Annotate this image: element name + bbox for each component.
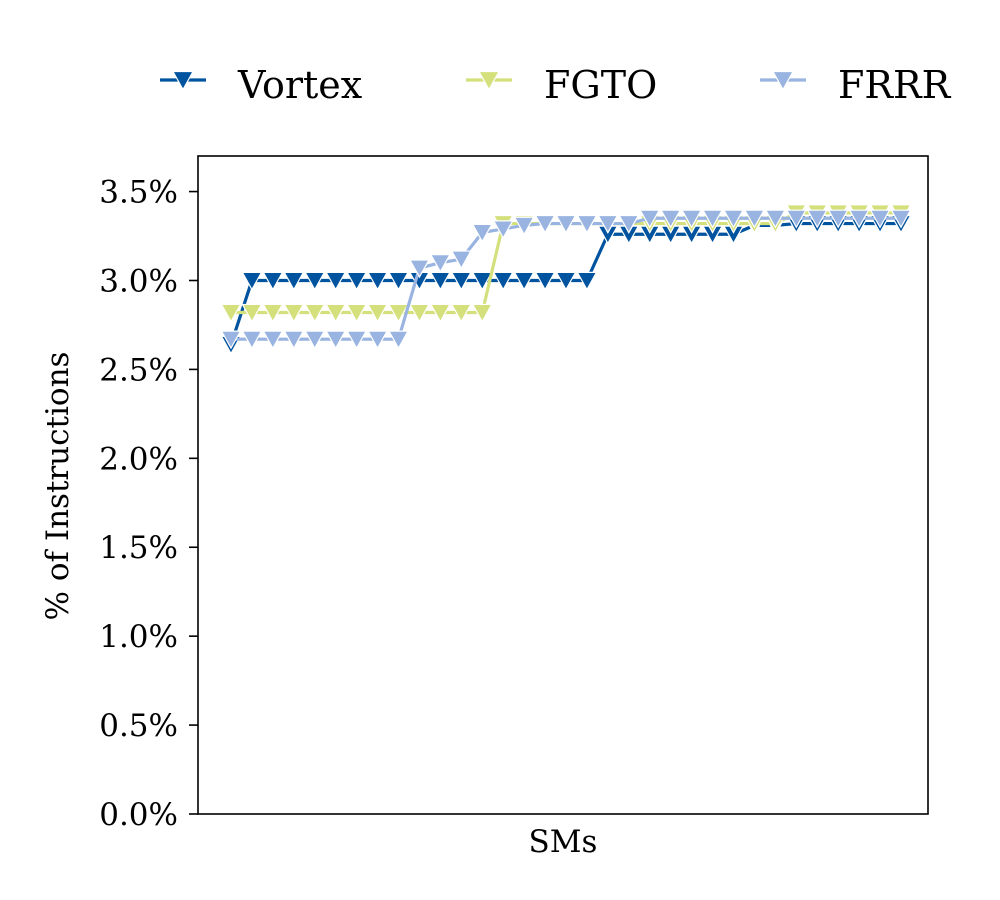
data-point (806, 209, 828, 229)
data-point (471, 303, 493, 323)
data-point (367, 303, 389, 323)
data-point (241, 330, 263, 350)
y-tick-label: 0.0% (99, 797, 178, 833)
data-point (325, 330, 347, 350)
y-tick-label: 3.0% (99, 263, 178, 299)
data-point (408, 303, 430, 323)
data-point (513, 216, 535, 236)
data-point (283, 303, 305, 323)
y-axis-label: % of Instructions (40, 352, 76, 621)
data-point (325, 303, 347, 323)
data-point (660, 209, 682, 229)
y-tick-label: 0.5% (99, 708, 178, 744)
data-point (325, 271, 347, 291)
data-point (764, 209, 786, 229)
data-point (743, 209, 765, 229)
data-point (262, 271, 284, 291)
x-axis-label: SMs (529, 824, 598, 860)
data-point (304, 330, 326, 350)
series-layer (220, 204, 912, 355)
legend-marker (771, 70, 795, 91)
y-tick-label: 2.0% (99, 441, 178, 477)
data-point (869, 209, 891, 229)
data-point (681, 209, 703, 229)
y-tick-label: 1.5% (99, 530, 178, 566)
data-point (387, 330, 410, 350)
data-point (367, 330, 389, 350)
data-point (492, 220, 514, 240)
data-point (220, 330, 242, 350)
legend: Vortex FGTO FRRR (160, 63, 952, 107)
data-point (513, 271, 535, 291)
data-point (576, 271, 598, 291)
data-point (639, 209, 661, 229)
data-point (241, 271, 263, 291)
data-point (220, 303, 242, 323)
data-point (450, 303, 472, 323)
data-point (702, 209, 724, 229)
data-point (408, 259, 430, 279)
data-point (346, 303, 368, 323)
data-point (450, 271, 472, 291)
y-tick-label: 1.0% (99, 619, 178, 655)
data-point (534, 214, 556, 234)
data-point (722, 209, 745, 229)
data-point (304, 303, 326, 323)
data-point (890, 209, 912, 229)
legend-label: FGTO (544, 63, 657, 107)
data-point (492, 271, 514, 291)
data-point (304, 271, 326, 291)
legend-label: FRRR (838, 63, 952, 107)
data-point (471, 271, 493, 291)
data-point (262, 303, 284, 323)
data-point (785, 209, 807, 229)
legend-item-vortex: Vortex (160, 63, 362, 107)
data-point (262, 330, 284, 350)
data-point (534, 271, 556, 291)
series-vortex (220, 214, 912, 355)
data-point (471, 223, 493, 243)
data-point (827, 209, 849, 229)
data-point (387, 303, 410, 323)
legend-item-frrr: FRRR (760, 63, 952, 107)
legend-marker (171, 70, 195, 91)
y-tick-label: 2.5% (99, 352, 178, 388)
data-point (387, 271, 410, 291)
data-point (555, 271, 577, 291)
legend-label: Vortex (237, 63, 362, 107)
y-axis: 0.0% 0.5% 1.0% 1.5% 2.0% 2.5% 3.0% 3.5% (99, 175, 198, 833)
data-point (555, 214, 577, 234)
data-point (848, 209, 870, 229)
data-point (429, 303, 451, 323)
legend-marker (477, 70, 501, 91)
data-point (450, 250, 472, 270)
plot-frame (197, 155, 929, 815)
data-point (429, 254, 451, 273)
series-frrr (220, 209, 912, 350)
legend-item-fgto: FGTO (466, 63, 657, 107)
data-point (346, 271, 368, 291)
data-point (576, 214, 598, 234)
data-point (283, 330, 305, 350)
y-tick-label: 3.5% (99, 175, 178, 211)
data-point (618, 214, 640, 234)
data-point (283, 271, 305, 291)
data-point (241, 303, 263, 323)
data-point (346, 330, 368, 350)
data-point (597, 214, 619, 234)
data-point (367, 271, 389, 291)
